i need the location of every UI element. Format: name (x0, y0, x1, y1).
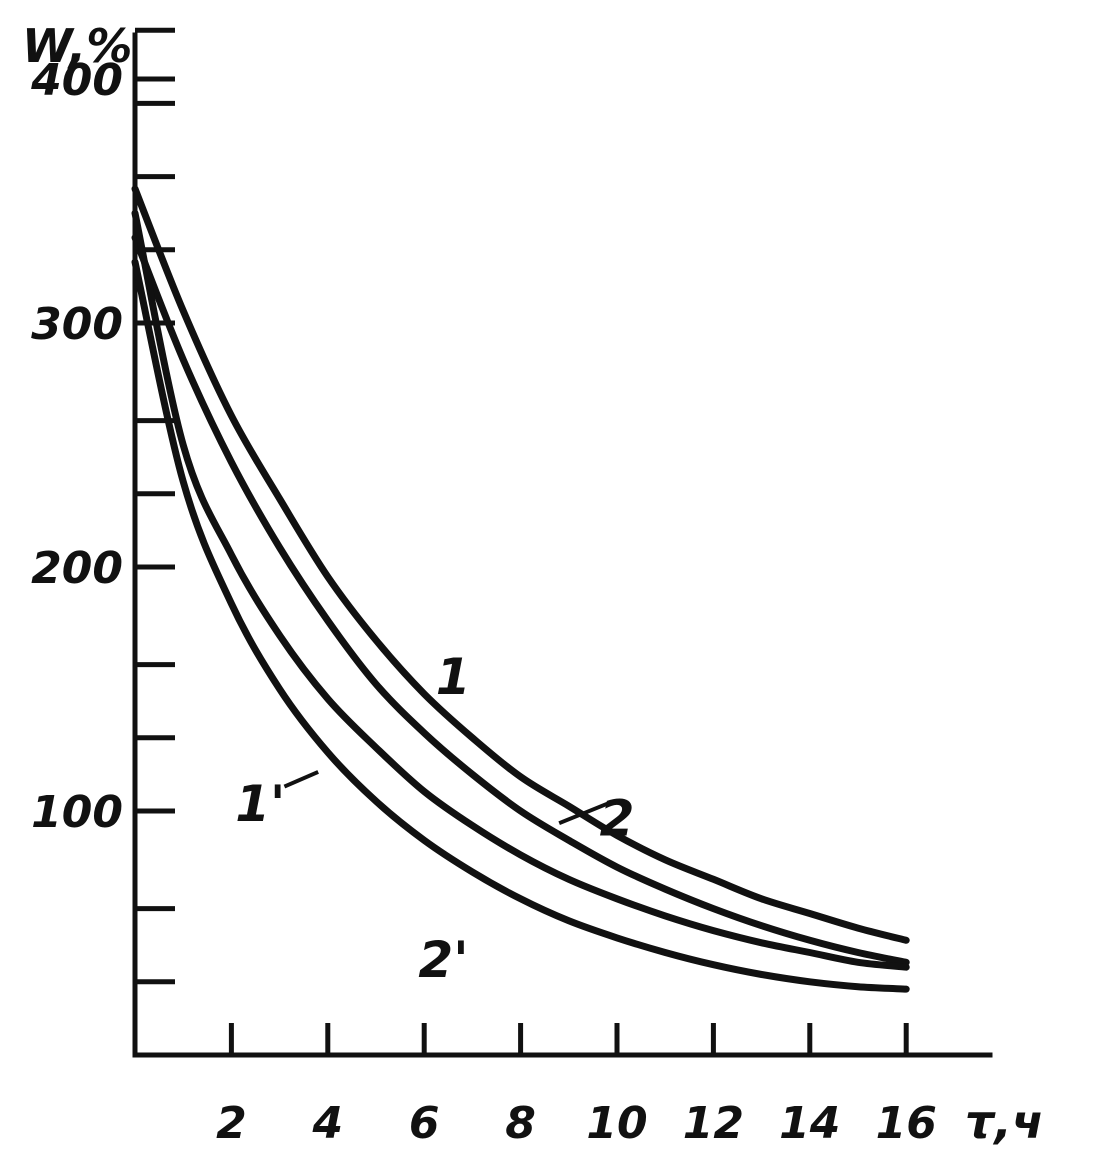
series-leader-2 (558, 801, 609, 826)
series-line-3 (131, 209, 910, 971)
series-line-1 (131, 185, 910, 944)
y-tick-label: 300 (31, 299, 123, 350)
y-tick-label: 200 (31, 543, 123, 594)
series-label: 1 (436, 648, 471, 706)
series-line-2 (131, 234, 910, 966)
x-tick-label: 14 (779, 1098, 840, 1149)
x-tick-label: 6 (409, 1098, 440, 1149)
x-tick-label: 2 (216, 1098, 247, 1149)
x-tick-label: 10 (586, 1098, 647, 1149)
x-axis-title: τ,ч (965, 1095, 1043, 1149)
x-tick-label: 16 (876, 1098, 937, 1149)
series-label: 2 (600, 789, 635, 847)
y-tick-label: 400 (30, 55, 123, 106)
y-axis-title: W,% (22, 19, 132, 73)
label-leaders (283, 770, 609, 826)
series-label: 1' (235, 775, 285, 833)
series-line-4 (131, 258, 910, 993)
curves (131, 185, 910, 993)
series-label: 2' (418, 931, 468, 989)
x-tick-label: 12 (683, 1098, 744, 1149)
x-tick-label: 8 (505, 1098, 536, 1149)
series-leader-3 (283, 770, 319, 789)
y-tick-label: 100 (31, 787, 123, 838)
series-labels: 1 2 1' 2' (235, 648, 634, 989)
x-tick-label: 4 (311, 1098, 343, 1149)
